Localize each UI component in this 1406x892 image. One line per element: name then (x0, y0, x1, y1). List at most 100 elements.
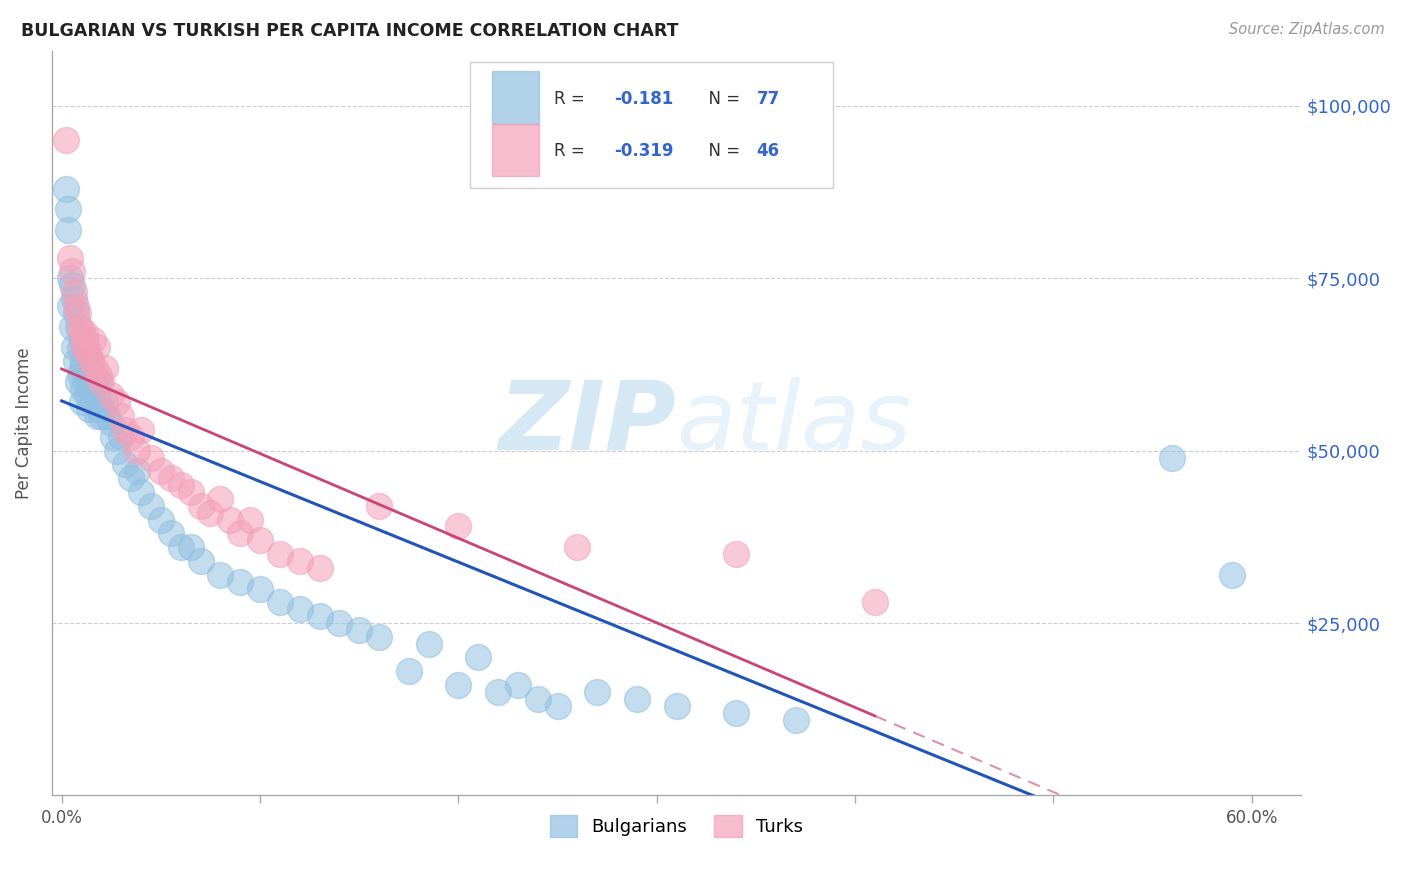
Point (55, 133, 77, 147)
Point (180, 540, 202, 554)
Point (129, 485, 152, 500)
Point (60, 264, 83, 278)
Point (70, 326, 93, 341)
Point (90, 375, 112, 389)
Point (91, 402, 114, 417)
Point (82, 368, 104, 382)
Point (80, 354, 103, 368)
Point (169, 478, 191, 492)
Point (239, 512, 262, 526)
Point (103, 430, 125, 444)
Point (110, 409, 132, 424)
Point (82, 333, 104, 347)
Point (65, 354, 87, 368)
Point (70, 333, 93, 347)
Point (94, 395, 117, 409)
Point (506, 678, 529, 692)
Point (288, 554, 311, 568)
Point (86, 409, 108, 424)
Point (79, 347, 101, 361)
Text: -0.319: -0.319 (614, 143, 673, 161)
Point (180, 485, 202, 500)
Point (105, 395, 128, 409)
Point (139, 450, 162, 465)
Point (229, 574, 252, 589)
Point (55, 181, 77, 195)
Point (89, 375, 111, 389)
Point (724, 547, 747, 561)
Legend: Bulgarians, Turks: Bulgarians, Turks (541, 805, 813, 846)
Point (66, 319, 89, 334)
Point (1220, 567, 1243, 582)
Point (62, 285, 84, 299)
Bar (492, 124, 538, 176)
Point (94, 360, 117, 375)
Point (60, 319, 83, 334)
Point (785, 713, 807, 727)
Point (249, 533, 271, 548)
Text: N =: N = (697, 143, 745, 161)
Text: -0.181: -0.181 (614, 90, 673, 108)
Point (72, 340, 94, 354)
Point (59, 271, 82, 285)
Point (139, 499, 162, 513)
Point (288, 602, 311, 616)
Point (447, 678, 470, 692)
Point (398, 665, 420, 679)
Point (114, 423, 136, 437)
Point (70, 360, 93, 375)
Point (90, 409, 112, 424)
Point (586, 685, 609, 699)
Point (105, 443, 128, 458)
Point (84, 360, 107, 375)
Point (59, 251, 82, 265)
Point (72, 354, 94, 368)
Text: BULGARIAN VS TURKISH PER CAPITA INCOME CORRELATION CHART: BULGARIAN VS TURKISH PER CAPITA INCOME C… (21, 22, 679, 40)
Point (169, 540, 191, 554)
Text: Source: ZipAtlas.com: Source: ZipAtlas.com (1229, 22, 1385, 37)
Point (447, 519, 470, 533)
Point (547, 698, 569, 713)
Text: R =: R = (554, 143, 591, 161)
Point (567, 540, 589, 554)
Point (75, 375, 97, 389)
Point (69, 368, 91, 382)
Point (89, 368, 111, 382)
Point (347, 623, 370, 637)
Point (526, 691, 548, 706)
Point (159, 471, 181, 485)
Point (368, 630, 391, 644)
Y-axis label: Per Capita Income: Per Capita Income (15, 347, 32, 499)
Point (56, 202, 79, 217)
Text: 46: 46 (756, 143, 779, 161)
Point (219, 512, 242, 526)
Point (75, 333, 97, 347)
Point (76, 388, 98, 402)
Point (62, 292, 84, 306)
Point (120, 471, 142, 485)
Point (308, 609, 330, 624)
Point (626, 691, 648, 706)
Point (190, 499, 212, 513)
Point (863, 595, 886, 609)
Point (149, 512, 172, 526)
Point (1161, 450, 1184, 465)
Point (60, 278, 83, 293)
Point (62, 340, 84, 354)
Point (79, 402, 101, 417)
FancyBboxPatch shape (471, 62, 832, 188)
Point (200, 506, 222, 520)
Point (190, 554, 212, 568)
Point (65, 306, 87, 320)
Point (308, 561, 330, 575)
Point (96, 409, 118, 424)
Text: R =: R = (554, 90, 591, 108)
Point (100, 416, 122, 430)
Point (69, 340, 91, 354)
Point (129, 423, 152, 437)
Point (84, 375, 107, 389)
Point (100, 388, 122, 402)
Text: ZIP: ZIP (499, 376, 676, 469)
Point (69, 319, 91, 334)
Point (418, 637, 440, 651)
